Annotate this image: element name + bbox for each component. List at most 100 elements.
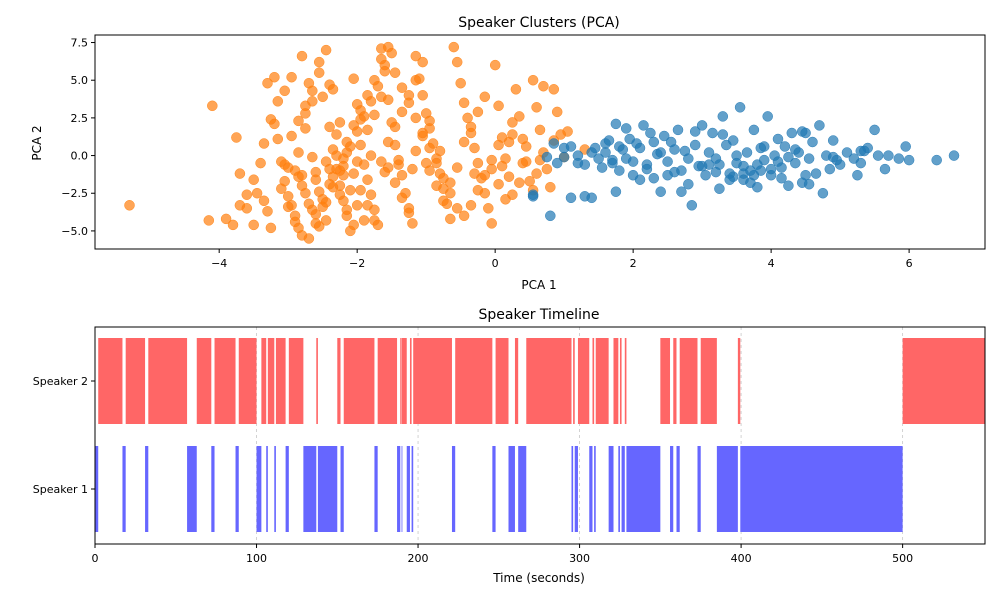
scatter-point — [434, 145, 446, 157]
scatter-point — [507, 117, 518, 128]
x-tick-label: 0 — [92, 552, 99, 565]
scatter-point — [493, 139, 504, 151]
scatter-point — [396, 106, 408, 118]
scatter-point — [548, 84, 560, 95]
scatter-point — [334, 189, 346, 200]
timeline-segment — [624, 338, 627, 424]
timeline-segment — [187, 446, 197, 532]
scatter-point — [382, 41, 394, 53]
scatter-point — [248, 219, 259, 231]
timeline-segment — [196, 338, 212, 424]
scatter-point — [420, 157, 432, 169]
scatter-point — [683, 178, 694, 190]
timeline-segment — [577, 338, 590, 424]
scatter-point — [348, 120, 359, 131]
timeline-segment — [737, 338, 741, 424]
scatter-point — [727, 135, 739, 146]
scatter-point — [738, 160, 749, 172]
scatter-point — [596, 162, 608, 173]
scatter-point — [827, 135, 839, 146]
scatter-point — [755, 165, 767, 176]
scatter-point — [382, 136, 394, 148]
scatter-point — [489, 59, 501, 71]
scatter-point — [396, 169, 408, 181]
scatter-point — [783, 151, 794, 163]
scatter-point — [348, 219, 359, 231]
scatter-point — [514, 177, 525, 188]
scatter-point — [903, 154, 915, 166]
scatter-point — [431, 157, 442, 169]
timeline-segment — [98, 338, 123, 424]
scatter-point — [545, 181, 556, 193]
scatter-point — [852, 169, 863, 181]
scatter-point — [472, 184, 484, 196]
scatter-point — [620, 123, 632, 134]
scatter-point — [783, 180, 794, 191]
scatter-point — [689, 139, 701, 151]
scatter-point — [586, 192, 597, 204]
scatter-point — [638, 120, 649, 131]
timeline-y-ticks: Speaker 2 Speaker 1 — [33, 375, 95, 496]
timeline-segment — [317, 446, 338, 532]
scatter-point — [648, 136, 660, 148]
scatter-point — [551, 106, 563, 118]
scatter-point — [803, 178, 815, 190]
scatter-point — [307, 151, 318, 163]
scatter-point — [786, 127, 798, 139]
scatter-point — [572, 150, 584, 161]
timeline-segment — [451, 446, 456, 532]
scatter-point — [714, 159, 725, 170]
scatter-point — [869, 124, 880, 136]
timeline-segment — [411, 446, 414, 532]
scatter-point — [672, 124, 684, 136]
scatter-point — [334, 117, 346, 128]
scatter-point — [293, 147, 304, 158]
scatter-point — [410, 112, 422, 124]
scatter-point — [410, 74, 422, 86]
scatter-point — [341, 204, 353, 216]
scatter-point — [634, 174, 646, 185]
scatter-point — [362, 174, 373, 185]
scatter-point — [948, 150, 960, 161]
scatter-point — [579, 159, 591, 170]
scatter-point — [683, 153, 694, 164]
scatter-point — [841, 147, 853, 158]
scatter-point — [331, 129, 342, 140]
scatter-point — [369, 109, 380, 121]
scatter-point — [472, 157, 484, 169]
scatter-point — [369, 74, 380, 86]
scatter-point — [341, 136, 353, 148]
scatter-point — [496, 160, 508, 172]
scatter-point — [465, 121, 477, 133]
timeline-segment — [716, 446, 738, 532]
timeline-segment — [626, 446, 661, 532]
scatter-point — [486, 218, 497, 229]
scatter-point — [879, 163, 891, 175]
scatter-point — [772, 133, 784, 145]
timeline-segment — [592, 338, 595, 424]
scatter-point — [362, 200, 373, 211]
scatter-point — [790, 144, 801, 155]
scatter-point — [779, 141, 791, 152]
scatter-point — [510, 84, 522, 95]
scatter-point — [279, 85, 290, 97]
scatter-point — [824, 163, 836, 175]
scatter-point — [451, 203, 463, 214]
scatter-point — [262, 77, 273, 89]
scatter-point — [717, 129, 729, 140]
scatter-point — [220, 213, 232, 225]
timeline-segment — [514, 338, 519, 424]
scatter-point — [741, 147, 753, 158]
scatter-point — [700, 169, 711, 181]
scatter-point — [355, 105, 366, 116]
scatter-point — [462, 112, 473, 124]
timeline-segment — [574, 446, 578, 532]
scatter-point — [534, 124, 546, 136]
scatter-point — [286, 71, 297, 83]
scatter-point — [317, 91, 328, 103]
scatter-point — [658, 130, 670, 142]
scatter-point — [931, 154, 942, 166]
scatter-point — [762, 111, 773, 122]
scatter-point — [365, 189, 377, 200]
